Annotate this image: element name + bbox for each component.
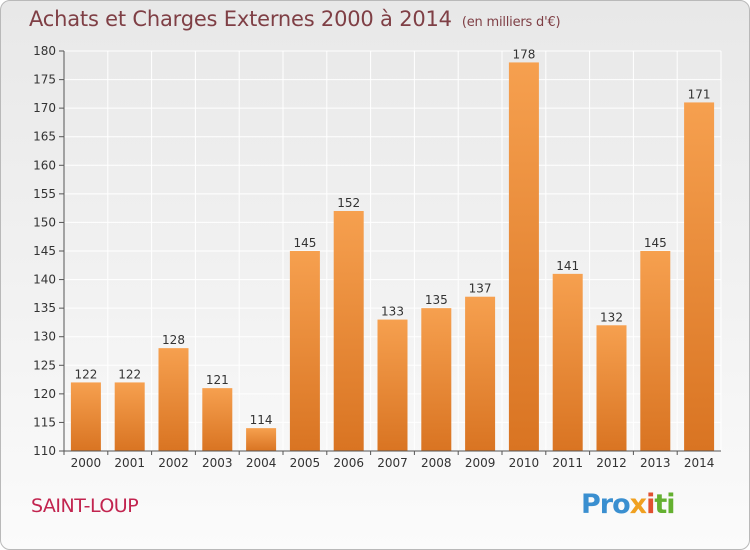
bar [246,428,277,451]
data-label: 152 [337,196,360,210]
logo-part: Pro [581,489,631,520]
x-tick-label: 2007 [377,456,408,470]
x-tick-label: 2001 [114,456,145,470]
data-label: 132 [600,310,623,324]
bar [552,273,583,451]
data-label: 178 [512,47,535,61]
chart-title-text: Achats et Charges Externes 2000 à 2014 [29,7,452,31]
bar [202,388,233,451]
y-tick-label: 130 [33,330,56,344]
chart-title: Achats et Charges Externes 2000 à 2014 (e… [29,7,561,31]
proxiti-logo: Proxiti [581,489,676,520]
bar [158,348,189,451]
bar [333,211,364,451]
bar [465,296,496,451]
commune-name: SAINT-LOUP [31,495,139,517]
x-tick-label: 2006 [333,456,364,470]
bar [596,325,627,451]
x-tick-label: 2010 [509,456,540,470]
data-label: 128 [162,333,185,347]
data-label: 141 [556,259,579,273]
y-tick-label: 120 [33,387,56,401]
y-tick-label: 175 [33,73,56,87]
bar [70,382,101,451]
data-label: 122 [74,367,97,381]
logo-part: x [629,489,647,520]
data-label: 114 [250,413,273,427]
y-tick-label: 150 [33,215,56,229]
data-label: 171 [688,87,711,101]
data-label: 145 [644,236,667,250]
y-tick-label: 125 [33,358,56,372]
y-tick-label: 115 [33,415,56,429]
x-tick-label: 2000 [71,456,102,470]
data-label: 122 [118,367,141,381]
bar [640,251,671,451]
data-label: 121 [206,373,229,387]
data-label: 133 [381,305,404,319]
y-tick-label: 165 [33,130,56,144]
x-tick-label: 2002 [158,456,189,470]
x-tick-label: 2013 [640,456,671,470]
y-tick-label: 170 [33,101,56,115]
x-tick-label: 2012 [596,456,627,470]
logo-part: ti [654,489,675,520]
bar [377,319,408,451]
x-tick-label: 2005 [290,456,321,470]
data-label: 137 [469,282,492,296]
y-tick-label: 160 [33,158,56,172]
x-tick-label: 2014 [684,456,715,470]
bar [289,251,320,451]
chart-unit: (en milliers d'€) [461,15,561,30]
data-label: 145 [293,236,316,250]
data-label: 135 [425,293,448,307]
x-tick-label: 2003 [202,456,233,470]
bar [508,62,539,452]
y-tick-label: 140 [33,273,56,287]
x-tick-label: 2011 [552,456,583,470]
x-tick-label: 2009 [465,456,496,470]
x-tick-label: 2008 [421,456,452,470]
x-tick-label: 2004 [246,456,277,470]
y-tick-label: 180 [33,44,56,58]
bar [684,102,715,451]
logo-part: i [646,489,655,520]
bar [114,382,145,451]
bar [421,308,452,451]
y-tick-label: 155 [33,187,56,201]
y-tick-label: 145 [33,244,56,258]
y-tick-label: 110 [33,444,56,458]
y-tick-label: 135 [33,301,56,315]
